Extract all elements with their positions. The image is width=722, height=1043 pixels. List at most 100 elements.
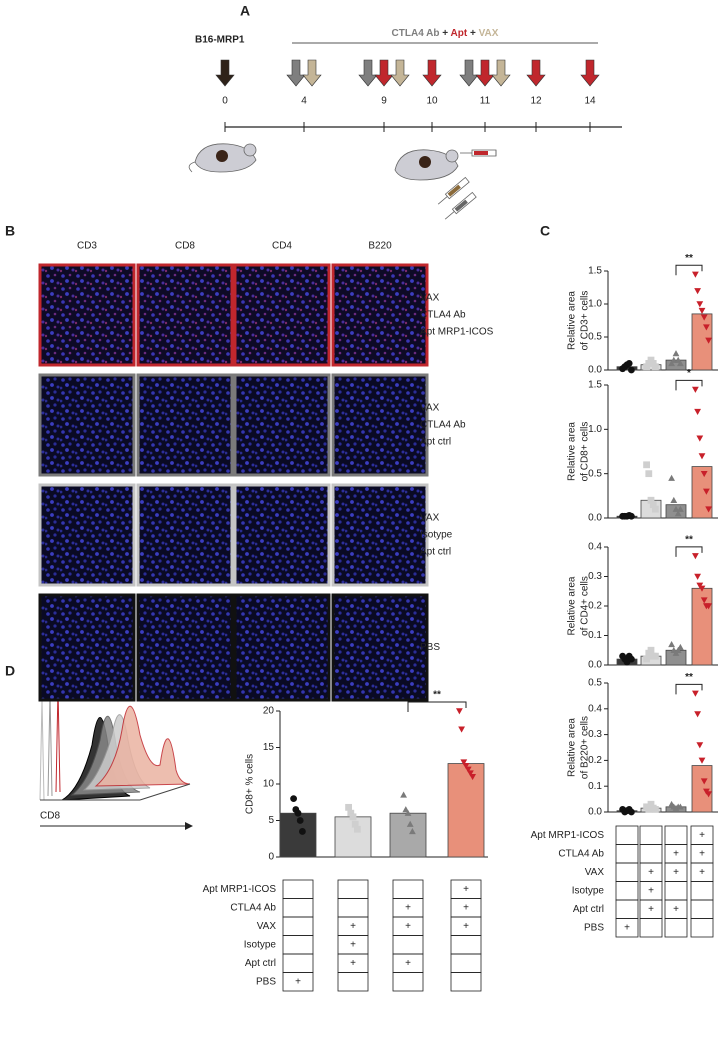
condition-cell	[282, 953, 314, 973]
data-point	[692, 553, 699, 560]
data-point	[400, 791, 407, 798]
condition-mark: +	[463, 921, 469, 932]
significance-label: **	[685, 672, 693, 683]
y-tick-label: 0.5	[588, 332, 602, 343]
panel-label: A	[240, 3, 250, 19]
injection-arrow	[374, 59, 394, 87]
model-label: B16-MRP1	[195, 35, 245, 46]
condition-mark: +	[463, 902, 469, 913]
condition-cell	[639, 918, 663, 938]
data-point	[703, 324, 710, 331]
data-point	[668, 360, 675, 367]
condition-label: Isotype	[244, 939, 277, 950]
data-point	[652, 363, 659, 371]
treatment-joiner: +	[440, 28, 451, 39]
day-label: 4	[301, 96, 307, 107]
data-point	[694, 573, 701, 580]
data-point	[700, 597, 708, 604]
injection-arrow	[286, 59, 306, 87]
condition-mark: +	[405, 902, 411, 913]
condition-cell	[282, 935, 314, 955]
condition-cell	[392, 972, 424, 992]
condition-mark: +	[648, 867, 654, 878]
data-point	[694, 288, 701, 295]
condition-cell	[690, 899, 714, 919]
treatment-agent: VAX	[479, 28, 499, 39]
data-point	[354, 825, 361, 833]
data-point	[696, 301, 704, 308]
data-point	[652, 806, 659, 813]
y-axis-label: CD8+ % cells	[245, 754, 256, 814]
data-point	[649, 501, 657, 509]
y-tick-label: 15	[263, 742, 275, 753]
condition-mark: +	[699, 830, 705, 841]
condition-cell	[282, 972, 314, 992]
column-header: CD4	[272, 241, 292, 252]
data-point	[462, 763, 470, 770]
condition-mark: +	[350, 939, 356, 950]
day-label: 12	[530, 96, 542, 107]
day-label: 10	[426, 96, 438, 107]
data-point	[404, 809, 412, 816]
significance-bracket	[675, 546, 703, 557]
ihc-image	[331, 263, 429, 367]
data-point	[700, 778, 708, 785]
significance-label: *	[687, 368, 691, 379]
data-point	[670, 356, 678, 363]
data-point	[677, 803, 684, 810]
data-point	[628, 512, 635, 520]
ihc-image	[136, 263, 234, 367]
ihc-image	[136, 483, 234, 587]
row-label: Apt ctrl	[420, 437, 451, 448]
data-point	[628, 366, 635, 374]
data-point	[677, 643, 684, 651]
data-point	[643, 655, 650, 663]
ihc-image	[233, 593, 331, 702]
row-label: CTLA4 Ab	[420, 310, 466, 321]
condition-cell	[664, 881, 688, 901]
injection-arrow	[302, 59, 322, 87]
data-point	[652, 652, 659, 660]
condition-cell	[337, 972, 369, 992]
injection-arrow	[491, 59, 511, 87]
condition-mark: +	[673, 848, 679, 859]
ihc-image	[233, 373, 331, 477]
data-point	[672, 505, 680, 512]
data-point	[672, 350, 680, 357]
column-header: CD3	[77, 241, 97, 252]
significance-bracket	[675, 264, 703, 276]
y-axis-label: Relative area	[567, 718, 578, 777]
y-tick-label: 0.5	[588, 468, 602, 479]
data-point	[628, 655, 635, 663]
condition-mark: +	[350, 958, 356, 969]
injection-arrow	[459, 59, 479, 87]
data-point	[464, 766, 472, 773]
y-axis-label: of CD8+ cells	[580, 422, 591, 482]
data-point	[694, 408, 701, 415]
y-tick-label: 1.0	[588, 424, 602, 435]
row-label: CTLA4 Ab	[420, 420, 466, 431]
row-label: Isotype	[420, 530, 453, 541]
injection-arrow	[422, 59, 442, 87]
condition-mark: +	[699, 848, 705, 859]
condition-cell	[282, 879, 314, 899]
condition-mark: +	[405, 921, 411, 932]
y-tick-label: 0.3	[588, 571, 602, 582]
y-axis-label: of CD4+ cells	[580, 576, 591, 636]
column-header: CD8	[175, 241, 195, 252]
data-point	[347, 809, 355, 817]
treatment-agent: CTLA4 Ab	[392, 28, 440, 39]
data-point	[703, 488, 710, 495]
injection-arrow	[475, 59, 495, 87]
data-point	[698, 453, 706, 460]
y-tick-label: 0.4	[588, 542, 602, 553]
condition-label: Isotype	[572, 885, 605, 896]
data-point	[647, 646, 655, 654]
data-point	[290, 795, 297, 802]
data-point	[705, 506, 712, 513]
data-point	[647, 496, 655, 504]
data-point	[296, 817, 304, 824]
data-point	[698, 307, 706, 314]
condition-cell	[282, 916, 314, 936]
ihc-image	[136, 593, 234, 702]
